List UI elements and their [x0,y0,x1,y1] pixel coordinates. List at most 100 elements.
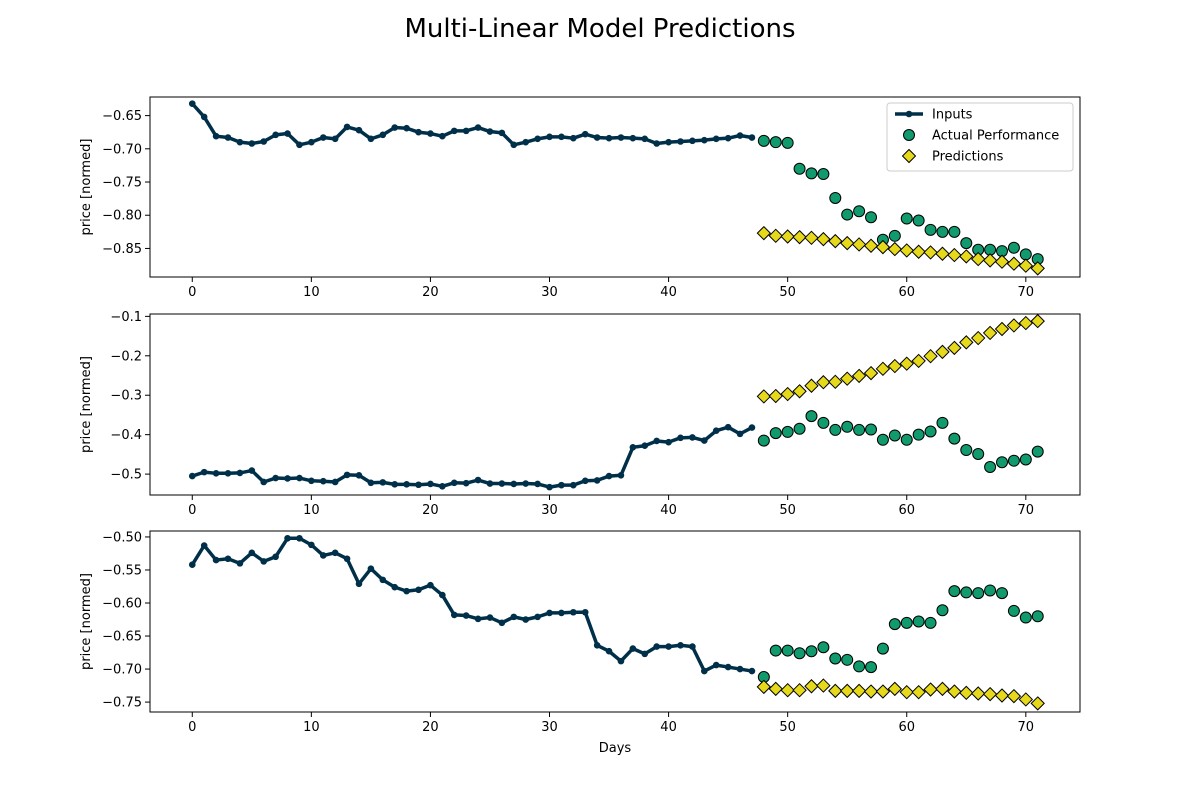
prediction-point [923,682,938,697]
inputs-point [546,609,553,617]
inputs-point [224,134,232,141]
prediction-point [816,231,831,247]
actual-point [948,225,961,238]
inputs-point [593,477,601,484]
actual-point [1031,610,1044,623]
x-tick-label: 20 [422,720,439,735]
inputs-point [593,134,601,141]
prediction-point [828,233,843,249]
inputs-point [665,643,672,650]
inputs-point [724,663,732,671]
prediction-point [851,237,867,252]
y-tick-label: −0.2 [110,349,142,364]
subplot-3: 0 10 20 30 40 50 60 70 −0.75 −0.70 −0.65 −0.60 −0.55… [79,530,1081,756]
actual-point [757,134,770,147]
axes-frame [149,313,1081,496]
prediction-point [792,229,807,245]
x-tick-label: 30 [541,503,558,518]
inputs-point [391,124,399,131]
x-tick-label: 60 [898,285,915,300]
y-tick-label: −0.50 [102,530,142,545]
x-tick-label: 70 [1018,503,1035,518]
x-tick-label: 0 [188,285,196,300]
prediction-point [816,678,831,693]
inputs-point [212,132,220,140]
prediction-point [911,244,926,259]
inputs-point [736,132,744,139]
inputs-point [498,619,506,627]
prediction-point [1030,314,1045,329]
inputs-point [248,467,256,474]
x-tick-label: 20 [422,285,439,300]
inputs-point [248,140,256,147]
y-tick-label: −0.60 [102,597,142,612]
inputs-point [534,613,541,621]
inputs-point [331,135,339,143]
inputs-point [403,124,410,132]
prediction-point [768,388,783,404]
actual-point [853,423,866,436]
x-tick-label: 40 [660,720,677,735]
prediction-point [780,386,795,402]
y-tick-label: −0.3 [110,389,142,404]
inputs-point [605,472,613,480]
x-tick-label: 60 [898,503,915,518]
inputs-point [450,611,458,619]
actual-point [888,229,901,242]
actual-point [805,167,818,180]
inputs-point [498,129,506,137]
prediction-point [768,681,783,697]
prediction-point [1030,261,1045,276]
prediction-point [1018,315,1034,331]
inputs-point [570,134,577,142]
inputs-point [736,665,744,673]
prediction-point [780,682,795,698]
actual-point [817,641,830,654]
legend-label: Predictions [932,150,1004,165]
inputs-point [689,434,696,441]
prediction-point [828,374,843,390]
inputs-point [427,581,434,589]
inputs-point [748,424,756,431]
actual-point [984,584,997,597]
inputs-point [212,556,220,564]
actual-point [876,433,889,446]
inputs-point [701,136,708,144]
prediction-point [1006,688,1022,704]
inputs-point [546,483,553,491]
legend-actual-swatch [903,129,915,141]
inputs-point [510,141,518,149]
inputs-point [260,478,268,486]
prediction-point [970,330,986,346]
legend-predictions-swatch [901,148,917,164]
inputs-point [439,483,446,490]
actual-point [865,211,878,224]
plot-area [188,314,1045,491]
inputs-point [200,542,208,549]
prediction-point [935,246,950,261]
prediction-point [804,230,819,246]
inputs-point [689,137,696,145]
prediction-point [982,686,998,702]
inputs-point [581,477,589,485]
x-tick-label: 30 [541,720,558,735]
actual-point [1007,454,1020,467]
inputs-point [296,534,303,542]
axes-frame [149,96,1081,278]
x-tick-label: 50 [779,285,796,300]
actual-point [841,653,854,666]
prediction-point [935,681,950,697]
inputs-point [450,127,458,135]
prediction-point [994,254,1010,269]
actual-point [948,432,961,445]
actual-point [829,652,842,665]
inputs-point [522,616,529,623]
prediction-point [1030,696,1045,711]
x-tick-label: 60 [898,720,915,735]
actual-point [960,444,973,457]
inputs-point [748,667,756,675]
inputs-point [617,134,625,141]
actual-point [900,616,913,629]
inputs-point [188,100,196,107]
inputs-point [200,468,208,476]
